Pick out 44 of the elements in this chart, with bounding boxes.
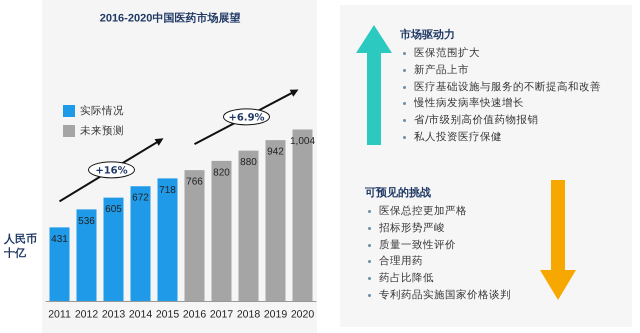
x-tick-label: 2017 xyxy=(210,308,234,320)
x-tick-label: 2020 xyxy=(290,308,314,320)
legend-label: 实际情况 xyxy=(80,104,124,117)
text: 市场驱动力 xyxy=(400,27,456,42)
data-label: 820 xyxy=(213,167,230,178)
data-label: 766 xyxy=(186,176,204,188)
text: 可预见的挑战 xyxy=(365,185,432,200)
text: 医保范围扩大 xyxy=(414,45,601,62)
text: 省/市级别高价值药物报销 xyxy=(414,112,601,129)
data-label: 880 xyxy=(240,157,258,168)
bar xyxy=(130,186,150,301)
text: 慢性病发病率快速增长 xyxy=(414,95,601,112)
text: 药占比降低 xyxy=(379,270,511,287)
text: 合理用药 xyxy=(379,253,511,270)
data-label: 536 xyxy=(78,216,96,227)
data-label: 718 xyxy=(159,184,176,196)
text: 医保总控更加严格 xyxy=(379,203,511,220)
data-label: 672 xyxy=(132,192,150,204)
text: 私人投资医疗保健 xyxy=(414,128,601,146)
x-tick-label: 2013 xyxy=(102,308,126,320)
text: 质量一致性评价 xyxy=(379,236,511,254)
chart-title: 2016-2020中国医药市场展望 xyxy=(100,12,240,24)
x-tick-label: 2011 xyxy=(48,308,71,320)
bar xyxy=(104,198,124,301)
x-tick-label: 2018 xyxy=(236,308,260,320)
y-axis-title: 人民币十亿 xyxy=(3,232,37,260)
x-tick-label: 2019 xyxy=(264,308,288,320)
text: +6.9% xyxy=(228,112,265,124)
text: 招标形势严峻 xyxy=(379,220,511,237)
text: 医疗基础设施与服务的不断提高和改善 xyxy=(414,78,601,96)
data-label: 942 xyxy=(267,146,284,158)
bar xyxy=(76,209,96,301)
legend-label: 未来预测 xyxy=(80,124,124,137)
bar xyxy=(158,178,178,301)
x-tick-label: 2014 xyxy=(128,308,152,320)
text: 新产品上市 xyxy=(414,62,601,79)
x-tick-label: 2012 xyxy=(74,308,98,320)
annotation: +16% xyxy=(95,165,128,176)
x-tick-label: 2016 xyxy=(182,308,206,320)
data-label: 605 xyxy=(105,204,122,216)
x-tick-label: 2015 xyxy=(156,308,180,320)
bar xyxy=(50,227,70,301)
data-label: 431 xyxy=(51,234,68,245)
text: 专利药品实施国家价格谈判 xyxy=(379,286,511,304)
